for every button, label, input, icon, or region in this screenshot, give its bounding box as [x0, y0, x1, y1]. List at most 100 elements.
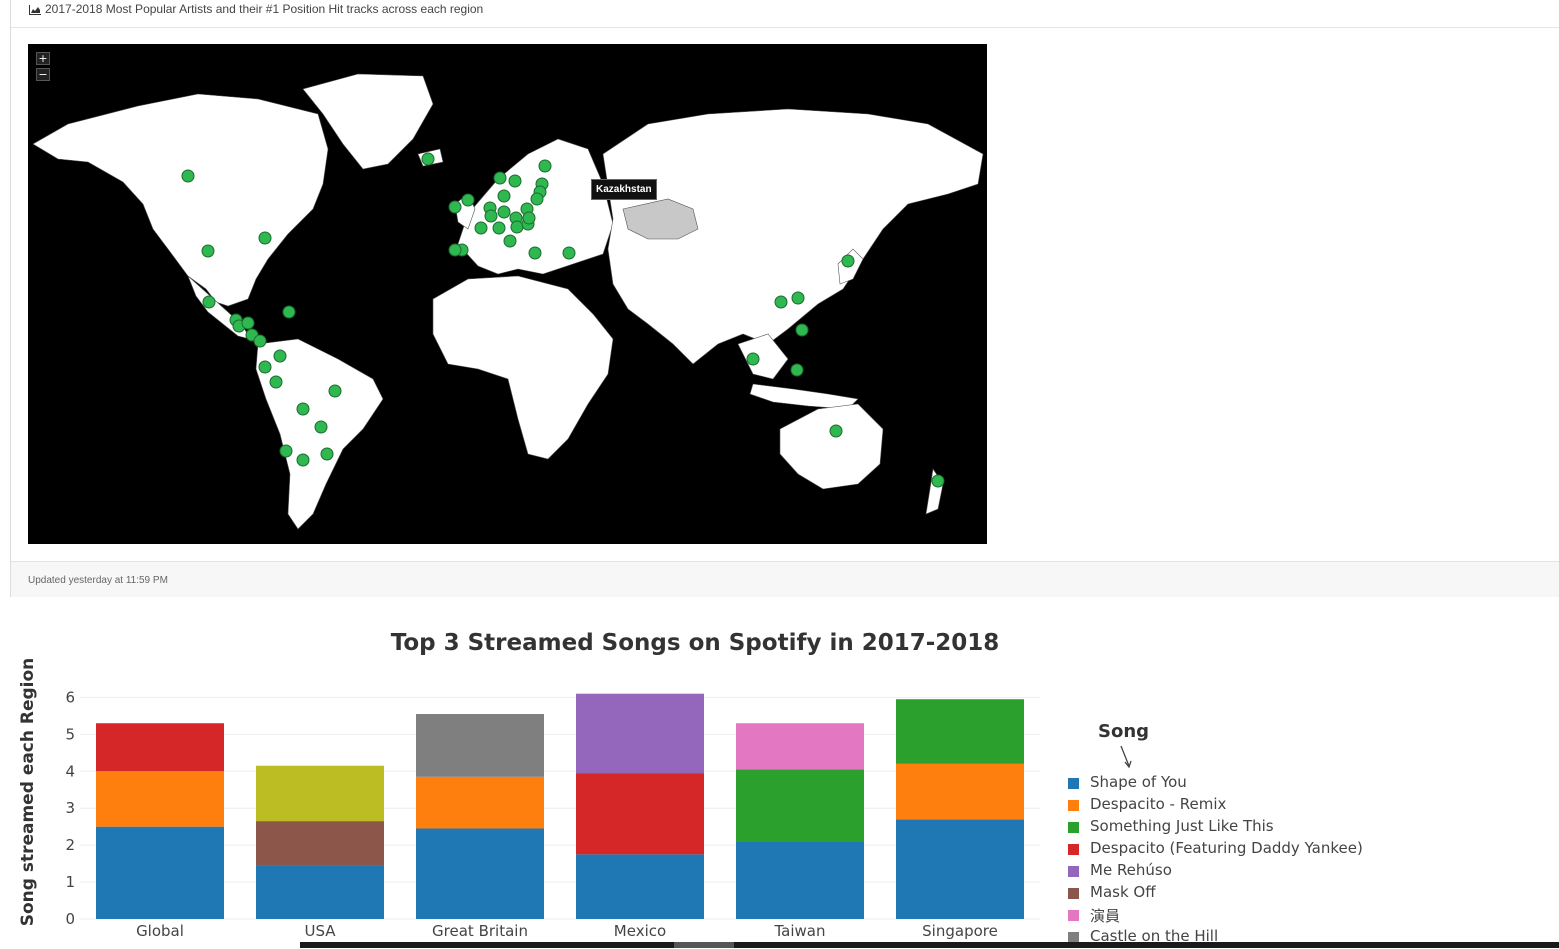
legend-label: Something Just Like This	[1090, 817, 1274, 835]
bar-segment[interactable]	[736, 723, 864, 770]
world-map[interactable]: + − Kazakhstan	[28, 44, 987, 544]
bar-segment[interactable]	[736, 769, 864, 842]
legend-label: Mask Off	[1090, 883, 1156, 901]
marker-bolivia[interactable]	[296, 402, 310, 416]
bar-segment[interactable]	[736, 841, 864, 919]
marker-argentina[interactable]	[296, 453, 310, 467]
marker-panama[interactable]	[253, 334, 267, 348]
horizontal-scrollbar[interactable]	[300, 942, 1559, 948]
legend-arrow-icon	[1120, 745, 1132, 769]
marker-japan[interactable]	[841, 254, 855, 268]
marker-iceland[interactable]	[421, 152, 435, 166]
bar-segment[interactable]	[96, 723, 224, 772]
marker-lithuania[interactable]	[530, 192, 544, 206]
marker-mexico[interactable]	[202, 295, 216, 309]
y-tick-label: 5	[65, 725, 75, 743]
bar-segment[interactable]	[256, 865, 384, 919]
bar-segment[interactable]	[576, 773, 704, 855]
kazakhstan-region	[622, 198, 699, 240]
marker-australia[interactable]	[829, 424, 843, 438]
bar-segment[interactable]	[416, 828, 544, 919]
marker-germany[interactable]	[497, 205, 511, 219]
marker-hong-kong[interactable]	[774, 295, 788, 309]
bar-segment[interactable]	[576, 854, 704, 919]
stacked-bar-chart: 0 1 2 3 4 5 6 Global USA Great Britain Mexico Taiwa…	[65, 690, 1040, 940]
bar-segment[interactable]	[896, 763, 1024, 820]
bar-segment[interactable]	[416, 776, 544, 829]
marker-slovakia[interactable]	[522, 211, 536, 225]
marker-usa-east[interactable]	[258, 231, 272, 245]
bar-segment[interactable]	[896, 699, 1024, 764]
marker-turkey[interactable]	[562, 246, 576, 260]
marker-norway[interactable]	[493, 171, 507, 185]
marker-switzerland[interactable]	[492, 221, 506, 235]
asia-landmass	[602, 108, 984, 365]
marker-philippines[interactable]	[795, 323, 809, 337]
bar-segment[interactable]	[96, 771, 224, 827]
scrollbar-thumb[interactable]	[674, 942, 734, 948]
legend-swatch	[1068, 888, 1079, 899]
marker-malaysia[interactable]	[746, 352, 760, 366]
zoom-out-button[interactable]: −	[36, 68, 50, 81]
marker-greece[interactable]	[528, 246, 542, 260]
map-panel: 2017-2018 Most Popular Artists and their…	[10, 0, 1559, 597]
legend-swatch	[1068, 844, 1079, 855]
x-tick-label: USA	[304, 922, 336, 940]
x-tick-label: Mexico	[614, 922, 666, 940]
bar-segment[interactable]	[416, 714, 544, 777]
y-tick-label: 6	[65, 690, 75, 706]
bar-segment[interactable]	[896, 819, 1024, 919]
africa-landmass	[432, 275, 614, 460]
marker-peru[interactable]	[269, 375, 283, 389]
updated-timestamp: Updated yesterday at 11:59 PM	[28, 575, 168, 586]
marker-ecuador[interactable]	[258, 360, 272, 374]
marker-belgium[interactable]	[484, 209, 498, 223]
legend-title: Song	[1098, 721, 1150, 742]
marker-sweden[interactable]	[508, 174, 522, 188]
bar-segment[interactable]	[576, 693, 704, 774]
legend-swatch	[1068, 822, 1079, 833]
marker-brazil[interactable]	[328, 384, 342, 398]
panel-title-row: 2017-2018 Most Popular Artists and their…	[29, 2, 483, 16]
world-map-canvas[interactable]	[28, 44, 987, 544]
marker-usa[interactable]	[201, 244, 215, 258]
marker-uruguay[interactable]	[320, 447, 334, 461]
x-tick-label: Singapore	[922, 922, 998, 940]
zoom-in-button[interactable]: +	[36, 52, 50, 65]
north-america-landmass	[32, 93, 329, 307]
legend-label: 演員	[1090, 907, 1121, 925]
legend-label: Despacito - Remix	[1090, 795, 1227, 813]
marker-indonesia[interactable]	[790, 363, 804, 377]
marker-ireland[interactable]	[448, 200, 462, 214]
y-tick-label: 2	[65, 836, 75, 854]
bar-segment[interactable]	[256, 821, 384, 866]
marker-austria[interactable]	[510, 220, 524, 234]
bar-segment[interactable]	[96, 826, 224, 919]
greenland-landmass	[302, 73, 434, 170]
marker-chile[interactable]	[279, 444, 293, 458]
legend-swatch	[1068, 932, 1079, 943]
legend-swatch	[1068, 866, 1079, 877]
marker-denmark[interactable]	[497, 189, 511, 203]
marker-italy[interactable]	[503, 234, 517, 248]
marker-paraguay[interactable]	[314, 420, 328, 434]
map-tooltip: Kazakhstan	[591, 179, 657, 200]
marker-colombia[interactable]	[273, 349, 287, 363]
area-chart-icon	[29, 5, 41, 15]
y-tick-label: 4	[65, 762, 75, 780]
marker-new-zealand[interactable]	[931, 474, 945, 488]
legend-swatch	[1068, 778, 1079, 789]
marker-uk[interactable]	[461, 193, 475, 207]
marker-france[interactable]	[474, 221, 488, 235]
marker-finland[interactable]	[538, 159, 552, 173]
bar-segment[interactable]	[256, 765, 384, 822]
x-tick-label: Taiwan	[773, 922, 825, 940]
marker-honduras[interactable]	[241, 316, 255, 330]
marker-portugal[interactable]	[448, 243, 462, 257]
marker-taiwan[interactable]	[791, 291, 805, 305]
legend-swatch	[1068, 800, 1079, 811]
legend-label: Despacito (Featuring Daddy Yankee)	[1090, 839, 1363, 857]
marker-dominican-republic[interactable]	[282, 305, 296, 319]
marker-canada[interactable]	[181, 169, 195, 183]
southeast-asia-landmass	[737, 333, 789, 380]
